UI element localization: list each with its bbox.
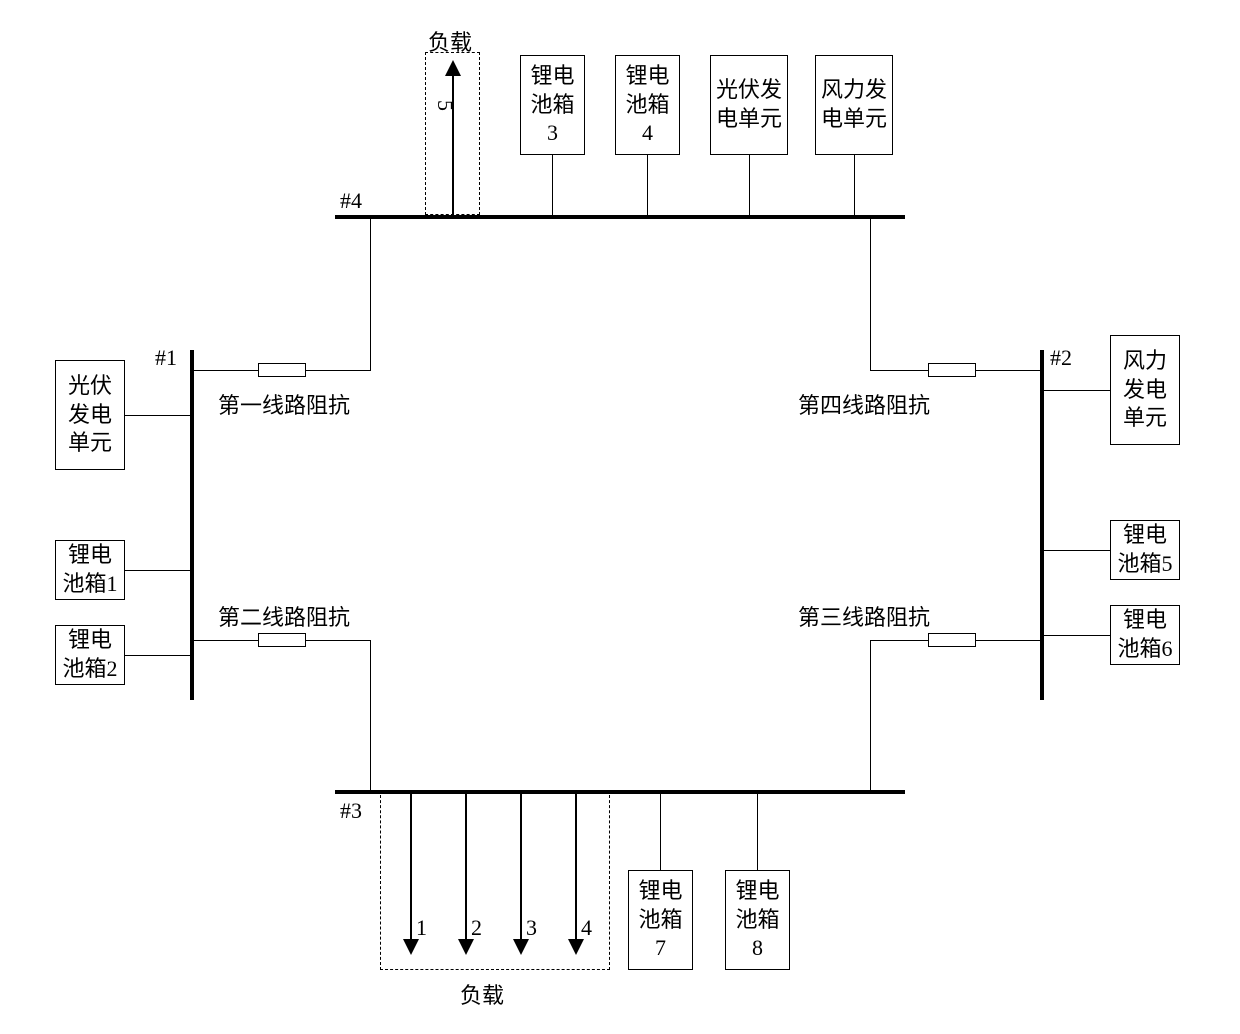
wire-battery-6 (1044, 635, 1110, 636)
top-load-num: 5 (432, 100, 458, 111)
box-battery-4: 锂电 池箱 4 (615, 55, 680, 155)
impedance-3 (928, 633, 976, 647)
bottom-load-arrow-3-line (520, 794, 522, 939)
impedance-4 (928, 363, 976, 377)
box-battery-6: 锂电 池箱6 (1110, 605, 1180, 665)
box-battery-7: 锂电 池箱 7 (628, 870, 693, 970)
wire-battery-4 (647, 155, 648, 215)
box-battery-3: 锂电 池箱 3 (520, 55, 585, 155)
wire-pv-top (749, 155, 750, 215)
bottom-load-num-2: 2 (471, 915, 482, 941)
bottom-load-arrow-4-line (575, 794, 577, 939)
wire-1-4-h2 (306, 370, 370, 371)
bottom-load-num-4: 4 (581, 915, 592, 941)
top-load-arrow-line (452, 75, 454, 215)
wire-battery-2 (125, 655, 190, 656)
bus-3-label: #3 (340, 798, 362, 824)
impedance-1-label: 第一线路阻抗 (218, 388, 350, 420)
box-pv-left: 光伏 发电 单元 (55, 360, 125, 470)
impedance-2 (258, 633, 306, 647)
box-battery-2: 锂电 池箱2 (55, 625, 125, 685)
wire-1-3-h2 (306, 640, 370, 641)
wire-battery-3 (552, 155, 553, 215)
bus-1-label: #1 (155, 345, 177, 371)
wire-battery-1 (125, 570, 190, 571)
bus-1 (190, 350, 194, 700)
box-battery-8: 锂电 池箱 8 (725, 870, 790, 970)
wire-battery-5 (1044, 550, 1110, 551)
bottom-load-arrow-2-line (465, 794, 467, 939)
wire-wind-top (854, 155, 855, 215)
bus-4-label: #4 (340, 188, 362, 214)
wire-wind-right (1044, 390, 1110, 391)
bottom-load-arrow-3-head (513, 939, 529, 955)
wire-battery-8 (757, 794, 758, 870)
wire-2-3-h (976, 640, 1040, 641)
wire-2-4-v (870, 219, 871, 371)
impedance-4-label: 第四线路阻抗 (798, 388, 930, 420)
bus-2-label: #2 (1050, 345, 1072, 371)
wire-pv-left (125, 415, 190, 416)
wire-battery-7 (660, 794, 661, 870)
box-pv-top: 光伏发 电单元 (710, 55, 788, 155)
box-wind-top: 风力发 电单元 (815, 55, 893, 155)
bus-4 (335, 215, 905, 219)
wire-2-4-h (976, 370, 1040, 371)
bottom-load-arrow-1-head (403, 939, 419, 955)
wire-1-4-v (370, 219, 371, 371)
diagram-canvas: #1 #2 #4 #3 第一线路阻抗 第二线路阻抗 第三线路阻抗 第四线路阻抗 … (0, 0, 1240, 1034)
bottom-load-label: 负载 (460, 978, 504, 1010)
wire-2-3-v (870, 640, 871, 790)
top-load-arrow-head (445, 60, 461, 76)
bottom-load-arrow-4-head (568, 939, 584, 955)
wire-1-3-h (194, 640, 258, 641)
bottom-load-num-3: 3 (526, 915, 537, 941)
box-battery-5: 锂电 池箱5 (1110, 520, 1180, 580)
box-wind-right: 风力 发电 单元 (1110, 335, 1180, 445)
wire-2-3-h2 (870, 640, 928, 641)
impedance-3-label: 第三线路阻抗 (798, 600, 930, 632)
box-battery-1: 锂电 池箱1 (55, 540, 125, 600)
wire-1-4-h (194, 370, 258, 371)
wire-2-4-h2 (870, 370, 928, 371)
impedance-1 (258, 363, 306, 377)
bottom-load-num-1: 1 (416, 915, 427, 941)
wire-1-3-v (370, 640, 371, 790)
bus-2 (1040, 350, 1044, 700)
bottom-load-arrow-1-line (410, 794, 412, 939)
impedance-2-label: 第二线路阻抗 (218, 600, 350, 632)
bottom-load-arrow-2-head (458, 939, 474, 955)
